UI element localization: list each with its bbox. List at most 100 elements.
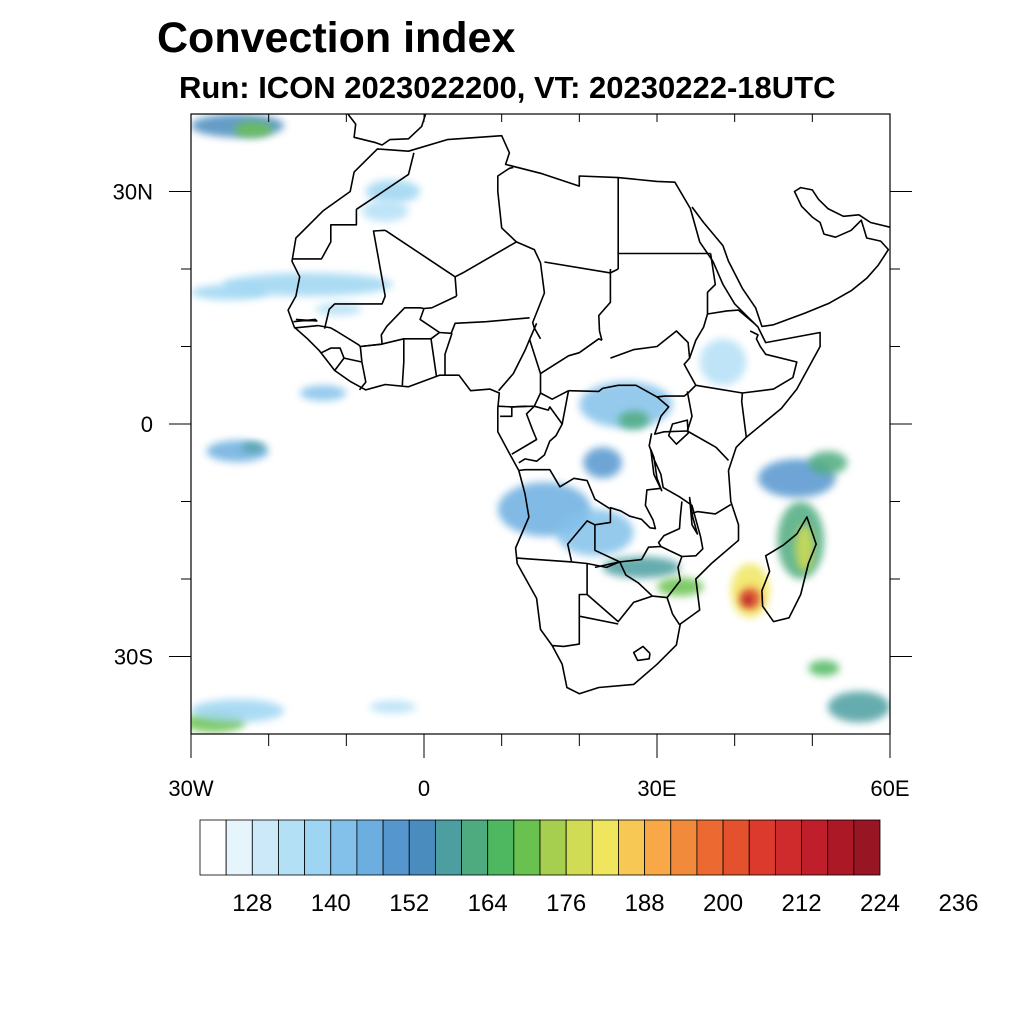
convection-cell <box>827 691 890 723</box>
country-border <box>497 191 517 243</box>
country-border <box>430 338 438 377</box>
country-border <box>540 389 569 400</box>
convection-cell <box>233 121 273 138</box>
colorbar-swatch <box>696 819 724 876</box>
colorbar-label: 236 <box>938 890 978 917</box>
country-border <box>318 307 425 348</box>
country-border <box>657 501 683 547</box>
colorbar-swatch <box>513 819 541 876</box>
convection-cell <box>191 699 285 723</box>
convection-cell <box>369 700 417 714</box>
colorbar-swatch <box>618 819 646 876</box>
lake-outline <box>650 448 663 492</box>
convection-cell <box>808 451 848 475</box>
country-border <box>497 322 542 408</box>
lake-outline <box>688 496 699 535</box>
country-border <box>707 309 755 324</box>
colorbar-label: 128 <box>232 890 272 917</box>
country-border <box>355 152 415 210</box>
colorbar-swatch <box>382 819 410 876</box>
country-border <box>579 615 619 625</box>
colorbar-swatch <box>356 819 384 876</box>
country-border <box>294 324 319 329</box>
convection-cell <box>583 447 623 479</box>
country-border <box>358 338 404 391</box>
country-border <box>617 177 711 255</box>
colorbar-swatch <box>330 819 358 876</box>
madagascar-coastline <box>761 516 817 623</box>
country-border <box>293 318 318 323</box>
country-border <box>518 390 570 464</box>
colorbar-swatch <box>434 819 462 876</box>
convection-cell <box>191 284 269 300</box>
convection-cell <box>657 577 704 597</box>
colorbar-swatch <box>644 819 672 876</box>
convection-field <box>191 114 890 733</box>
colorbar-swatch <box>225 819 253 876</box>
convection-cell <box>699 338 747 386</box>
arabia-coastline <box>691 186 890 328</box>
colorbar-swatch <box>251 819 279 876</box>
country-border <box>500 405 527 418</box>
country-border <box>740 330 798 438</box>
colorbar-label: 212 <box>782 890 822 917</box>
africa-coastline <box>287 134 821 695</box>
colorbar-swatch <box>304 819 332 876</box>
axis-labels: 30W 0 30E 60E 30N 0 30S <box>113 180 910 802</box>
colorbar-swatch <box>278 819 306 876</box>
country-border <box>586 593 653 623</box>
country-border <box>686 391 693 432</box>
convection-cell <box>361 200 409 222</box>
convection-cell <box>315 303 362 316</box>
country-border <box>444 333 453 376</box>
lake-outline <box>667 419 689 445</box>
colorbar-label: 188 <box>625 890 665 917</box>
convection-cell <box>299 385 347 401</box>
country-border <box>384 229 456 278</box>
colorbar: 128 140 152 164 176 188 200 212 224 236 <box>199 819 978 917</box>
colorbar-label: 224 <box>860 890 900 917</box>
lat-label: 30N <box>113 180 153 205</box>
colorbar-swatch <box>827 819 855 876</box>
colorbar-swatch <box>722 819 750 876</box>
colorbar-swatch <box>565 819 593 876</box>
country-border <box>516 241 546 340</box>
colorbar-swatch <box>748 819 776 876</box>
country-border <box>648 433 704 626</box>
colorbar-label: 200 <box>703 890 743 917</box>
country-border <box>454 241 517 297</box>
country-border <box>511 405 563 455</box>
colorbar-label: 140 <box>311 890 351 917</box>
country-border <box>419 295 530 335</box>
colorbar-swatch <box>591 819 619 876</box>
country-border <box>517 557 621 569</box>
colorbar-label: 152 <box>389 890 429 917</box>
convection-cell <box>241 442 265 452</box>
lon-label: 60E <box>870 776 909 801</box>
country-border <box>343 357 363 363</box>
colorbar-swatch <box>670 819 698 876</box>
colorbar-swatch <box>774 819 802 876</box>
country-border <box>497 339 531 392</box>
country-border <box>695 384 743 394</box>
country-border <box>653 396 730 461</box>
lon-label: 0 <box>418 776 430 801</box>
colorbar-swatch <box>487 819 515 876</box>
country-border <box>540 338 603 375</box>
country-border <box>497 166 514 192</box>
map-subtitle: Run: ICON 2023022200, VT: 20230222-18UTC <box>179 70 836 105</box>
lat-label: 30S <box>114 645 153 670</box>
country-border <box>598 269 612 341</box>
country-border <box>321 347 345 371</box>
country-border <box>401 331 440 386</box>
convection-cell <box>808 660 840 676</box>
convection-cell <box>742 594 754 606</box>
map-frame <box>190 113 891 735</box>
map-title: Convection index <box>157 14 516 62</box>
country-border <box>594 487 661 569</box>
country-border <box>552 563 588 648</box>
colorbar-label: 164 <box>468 890 508 917</box>
country-border <box>292 209 358 260</box>
country-border <box>692 503 732 515</box>
